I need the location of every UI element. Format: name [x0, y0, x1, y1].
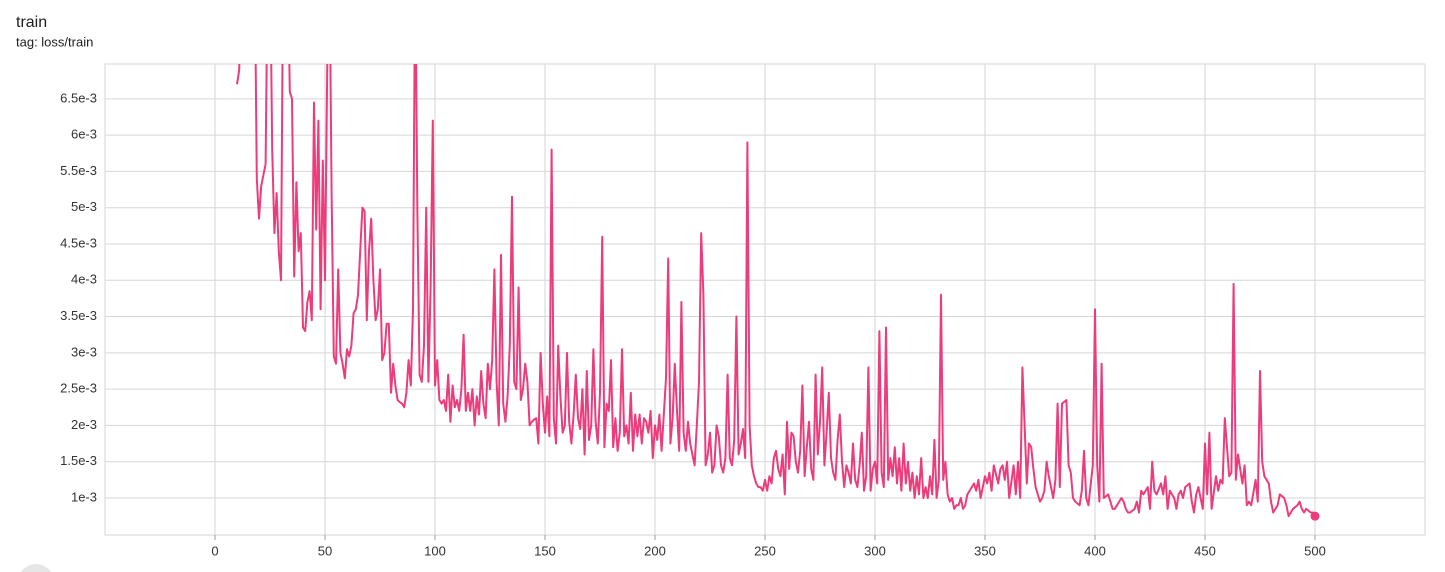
y-tick-label: 4.5e-3 [60, 235, 97, 250]
y-tick-label: 1e-3 [71, 489, 97, 504]
x-tick-label: 500 [1304, 543, 1326, 558]
y-tick-label: 5e-3 [71, 199, 97, 214]
x-tick-label: 100 [424, 543, 446, 558]
x-tick-label: 450 [1194, 543, 1216, 558]
x-tick-label: 50 [318, 543, 332, 558]
x-tick-label: 400 [1084, 543, 1106, 558]
x-tick-label: 350 [974, 543, 996, 558]
loss-line [236, 64, 1316, 518]
y-tick-label: 5.5e-3 [60, 163, 97, 178]
toolbar-button[interactable] [18, 564, 54, 572]
y-tick-label: 6.5e-3 [60, 90, 97, 105]
y-tick-label: 2.5e-3 [60, 381, 97, 396]
y-tick-label: 1.5e-3 [60, 453, 97, 468]
x-tick-label: 150 [534, 543, 556, 558]
chart-subtitle: tag: loss/train [16, 34, 93, 49]
y-tick-label: 6e-3 [71, 127, 97, 142]
plot-area [236, 64, 1320, 521]
last-point [1310, 511, 1320, 521]
x-tick-label: 200 [644, 543, 666, 558]
x-tick-label: 0 [211, 543, 218, 558]
y-tick-label: 3.5e-3 [60, 308, 97, 323]
chart-title: train [16, 14, 47, 31]
y-tick-label: 3e-3 [71, 344, 97, 359]
y-tick-label: 2e-3 [71, 417, 97, 432]
y-tick-label: 4e-3 [71, 272, 97, 287]
x-tick-label: 250 [754, 543, 776, 558]
x-tick-label: 300 [864, 543, 886, 558]
